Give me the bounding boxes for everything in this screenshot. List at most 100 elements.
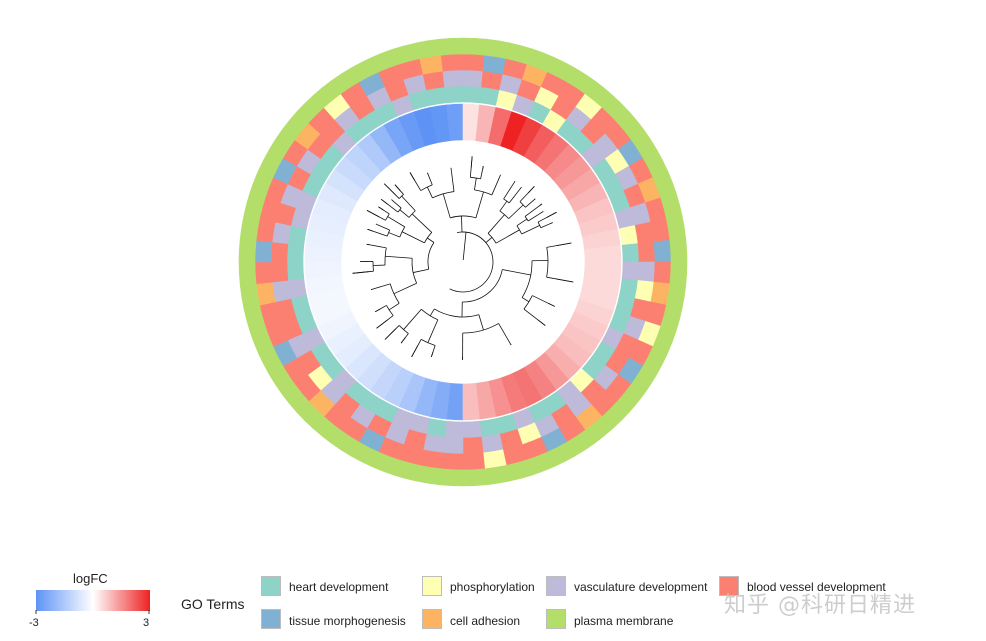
legend-key-phosphorylation	[422, 576, 442, 596]
dendrogram-branch	[502, 269, 531, 276]
dendrogram-branch	[442, 193, 451, 218]
go-term-cell	[484, 38, 510, 59]
dendrogram-branch	[427, 237, 435, 243]
dendrogram-branch	[499, 200, 508, 212]
legend-key-heart-development	[261, 576, 281, 596]
go-term-cell	[479, 418, 500, 438]
dendrogram-branch	[401, 195, 416, 212]
legend-label-cell-adhesion: cell adhesion	[450, 614, 521, 628]
dendrogram-branch	[377, 224, 390, 231]
go-term-cell	[439, 468, 464, 487]
dendrogram-branch	[487, 233, 497, 244]
dendrogram-branch	[527, 213, 540, 222]
dendrogram-branch	[386, 305, 394, 316]
dendrogram-branch	[462, 232, 467, 261]
dendrogram-branch	[411, 258, 418, 284]
dendrogram-branch	[499, 210, 510, 219]
go-term-cell	[481, 433, 504, 454]
ring-group	[238, 37, 688, 487]
dendrogram-branch	[478, 314, 484, 331]
dendrogram-branch	[376, 319, 388, 329]
dendrogram-branch	[521, 297, 530, 303]
dendrogram-branch	[495, 229, 520, 244]
go-term-cell	[634, 280, 655, 303]
dendrogram-branch	[413, 268, 429, 273]
go-term-cell	[238, 238, 257, 263]
dendrogram-branch	[398, 194, 404, 199]
dendrogram-branch	[516, 225, 523, 235]
dendrogram-branch	[461, 216, 463, 233]
legend-label-phosphorylation: phosphorylation	[450, 580, 535, 594]
dendrogram-branch	[537, 221, 542, 228]
dendrogram-branch	[366, 243, 387, 249]
dendrogram-branch	[503, 181, 516, 200]
go-term-cell	[619, 225, 639, 246]
dendrogram-branch	[510, 343, 512, 346]
dendrogram-branch	[381, 199, 388, 205]
go-term-cell	[669, 238, 688, 263]
watermark-text: 知乎 @科研日精进	[724, 593, 916, 618]
dendrogram-branch	[508, 192, 518, 204]
dendrogram-branch	[516, 218, 528, 227]
legend-key-vasculature-development	[546, 576, 566, 596]
dendrogram-branch	[514, 181, 516, 183]
legend-label-plasma-membrane: plasma membrane	[574, 614, 674, 628]
go-term-cell	[653, 261, 672, 285]
logfc-legend-title: logFC	[73, 571, 108, 586]
dendrogram-branch	[411, 345, 419, 358]
dendrogram-branch	[352, 271, 369, 274]
dendrogram-branch	[391, 199, 402, 209]
go-term-cell	[440, 452, 464, 471]
dendrogram-branch	[393, 282, 417, 295]
dendrogram-branch	[508, 204, 524, 219]
go-term-cell	[238, 261, 257, 286]
go-term-cell	[422, 70, 445, 91]
go-term-cell	[666, 215, 687, 241]
go-term-cell	[286, 243, 305, 263]
dendrogram-branch	[384, 328, 396, 340]
dendrogram-branch	[475, 191, 484, 218]
go-term-cell	[462, 69, 484, 88]
dendrogram-branch	[367, 228, 374, 232]
dendrogram-branch	[470, 156, 473, 168]
dendrogram-branch	[420, 339, 436, 346]
dendrogram-branch	[485, 237, 493, 243]
dendrogram-branch	[427, 172, 433, 186]
dendrogram-branch	[482, 166, 484, 170]
go-term-cell	[637, 241, 656, 263]
dendrogram-branch	[556, 242, 572, 247]
go-term-cell	[416, 38, 442, 59]
dendrogram-branch	[474, 177, 477, 190]
dendrogram-branch	[434, 308, 479, 318]
go-term-cell	[462, 468, 487, 487]
go-term-cell	[621, 243, 640, 263]
go-term-cell	[416, 465, 442, 486]
dendrogram-branch	[498, 323, 512, 346]
go-term-cell	[462, 37, 487, 56]
dendrogram-branch	[429, 308, 435, 316]
legend-key-cell-adhesion	[422, 609, 442, 629]
dendrogram-branch	[385, 213, 390, 221]
dendrogram-branch	[450, 167, 452, 172]
go-term-cell	[440, 53, 464, 72]
dendrogram-branch	[399, 226, 406, 238]
dendrogram-branch	[378, 206, 384, 211]
go-term-cell	[239, 215, 260, 241]
go-term-cell	[653, 239, 672, 263]
go-term-cell	[254, 261, 273, 285]
dendrogram-branch	[449, 231, 494, 293]
go-term-cell	[426, 86, 447, 106]
go-term-cell	[270, 241, 289, 263]
dendrogram-branch	[421, 308, 438, 321]
dendrogram-branch	[366, 243, 370, 246]
go-term-cell	[462, 420, 482, 439]
go-term-cell	[621, 261, 640, 281]
go-term-cell	[287, 278, 307, 299]
dendrogram-branch	[546, 211, 557, 218]
dendrogram-branch	[389, 283, 400, 304]
dendrogram-branch	[537, 319, 546, 326]
dendrogram-branch	[432, 191, 455, 199]
dendrogram-branch	[491, 176, 501, 196]
dendrogram-branch	[499, 174, 501, 177]
dendrogram-branch	[399, 209, 410, 218]
